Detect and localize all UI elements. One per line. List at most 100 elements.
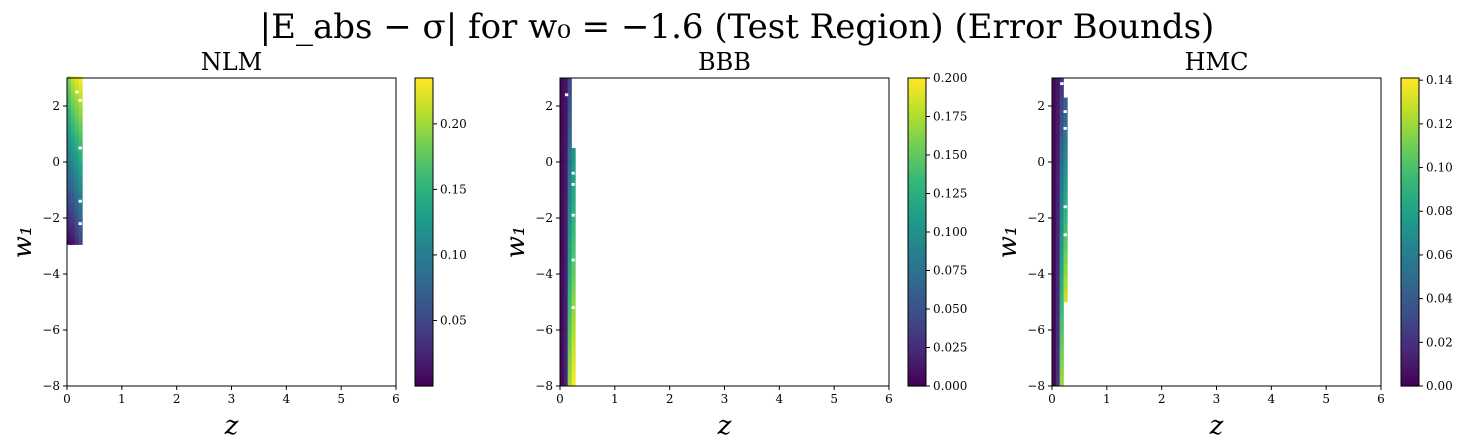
heatmap-cell xyxy=(571,246,576,250)
heatmap-cell xyxy=(78,149,83,153)
heatmap-cell xyxy=(563,120,568,124)
heatmap-cell xyxy=(560,100,565,104)
heatmap-cell xyxy=(560,246,565,250)
heatmap-cell xyxy=(571,187,576,191)
heatmap-cell xyxy=(567,145,572,149)
heatmap-cell xyxy=(563,164,568,168)
heatmap-cell xyxy=(560,181,565,185)
heatmap-cell xyxy=(563,153,568,157)
heatmap-gap xyxy=(571,213,575,217)
colorbar-band xyxy=(1401,157,1419,161)
colorbar-band xyxy=(1401,198,1419,202)
heatmap-cell xyxy=(1052,383,1057,387)
heatmap-cell xyxy=(1059,212,1064,216)
heatmap-cell xyxy=(1063,206,1068,210)
heatmap-cell xyxy=(1052,302,1057,306)
heatmap-gap xyxy=(571,258,575,262)
heatmap-cell xyxy=(70,93,75,97)
heatmap-cell xyxy=(567,122,572,126)
heatmap-cell xyxy=(70,208,75,212)
colorbar-band xyxy=(908,306,926,310)
heatmap-cell xyxy=(67,113,72,117)
heatmap-cell xyxy=(67,171,72,175)
colorbar-band xyxy=(908,314,926,318)
heatmap-cell xyxy=(563,344,568,348)
heatmap-cell xyxy=(567,279,572,283)
heatmap-cell xyxy=(1059,181,1064,185)
heatmap-cell xyxy=(1052,358,1057,362)
heatmap-cell xyxy=(563,274,568,278)
x-tick-label: 4 xyxy=(776,392,784,406)
colorbar-tick-label: 0.00 xyxy=(1426,379,1453,393)
colorbar-band xyxy=(1401,319,1419,323)
colorbar-band xyxy=(1401,242,1419,246)
heatmap-cell xyxy=(78,180,83,184)
heatmap-cell xyxy=(67,135,72,139)
y-axis-label: w₁ xyxy=(501,226,531,259)
heatmap-cell xyxy=(70,239,75,243)
colorbar-band xyxy=(1401,260,1419,264)
heatmap-cell xyxy=(1052,226,1057,230)
heatmap-cell xyxy=(1059,229,1064,233)
colorbar-band xyxy=(1401,214,1419,218)
heatmap-cell xyxy=(74,87,79,91)
heatmap-cell xyxy=(1052,223,1057,227)
colorbar-band xyxy=(1401,380,1419,385)
colorbar-band xyxy=(908,144,926,148)
x-tick-label: 6 xyxy=(392,392,400,406)
colorbar-band xyxy=(908,162,926,166)
heatmap-cell xyxy=(1063,209,1068,213)
heatmap-cell xyxy=(567,372,572,376)
heatmap-cell xyxy=(70,227,75,231)
heatmap-cell xyxy=(78,132,83,136)
heatmap-cell xyxy=(567,321,572,325)
heatmap-cell xyxy=(1059,366,1064,370)
heatmap-cell xyxy=(70,146,75,150)
heatmap-cell xyxy=(78,118,83,122)
heatmap-cell xyxy=(1059,100,1064,104)
heatmap-cell xyxy=(74,233,79,237)
heatmap-cell xyxy=(1052,156,1057,160)
y-tick-label: 0 xyxy=(1037,155,1045,169)
heatmap-cell xyxy=(567,153,572,157)
heatmap-cell xyxy=(67,205,72,209)
heatmap-cell xyxy=(563,335,568,339)
heatmap-cell xyxy=(78,155,83,159)
heatmap-cell xyxy=(1055,111,1060,115)
colorbar-band xyxy=(908,188,926,192)
heatmap-cell xyxy=(563,369,568,373)
colorbar-band xyxy=(415,98,433,102)
colorbar-band xyxy=(908,255,926,259)
heatmap-cell xyxy=(1052,120,1057,124)
y-tick-label: −2 xyxy=(42,211,60,225)
heatmap-cell xyxy=(571,377,576,381)
axes-frame xyxy=(559,77,890,387)
colorbar-band xyxy=(1401,137,1419,141)
heatmap-cell xyxy=(1059,209,1064,213)
heatmap-cell xyxy=(1055,220,1060,224)
colorbar-band xyxy=(1401,180,1419,184)
heatmap-cell xyxy=(567,374,572,378)
heatmap-cell xyxy=(67,104,72,108)
heatmap-cell xyxy=(78,213,83,217)
heatmap-cell xyxy=(70,135,75,139)
heatmap-cell xyxy=(1059,274,1064,278)
heatmap-cell xyxy=(70,138,75,142)
heatmap-cell xyxy=(1059,103,1064,107)
heatmap-cell xyxy=(1063,173,1068,177)
y-tick-label: −2 xyxy=(535,211,553,225)
heatmap-cell xyxy=(1052,162,1057,166)
colorbar-band xyxy=(1401,265,1419,269)
colorbar-band xyxy=(908,198,926,202)
heatmap-cell xyxy=(74,230,79,234)
heatmap-cell xyxy=(1055,324,1060,328)
heatmap-cell xyxy=(1059,330,1064,334)
colorbar-band xyxy=(1401,152,1419,156)
heatmap-cell xyxy=(1055,321,1060,325)
heatmap-cell xyxy=(1055,201,1060,205)
heatmap-gap xyxy=(75,90,79,94)
heatmap-cell xyxy=(74,132,79,136)
colorbar-band xyxy=(1401,201,1419,205)
colorbar-band xyxy=(415,216,433,220)
heatmap-cell xyxy=(67,132,72,136)
